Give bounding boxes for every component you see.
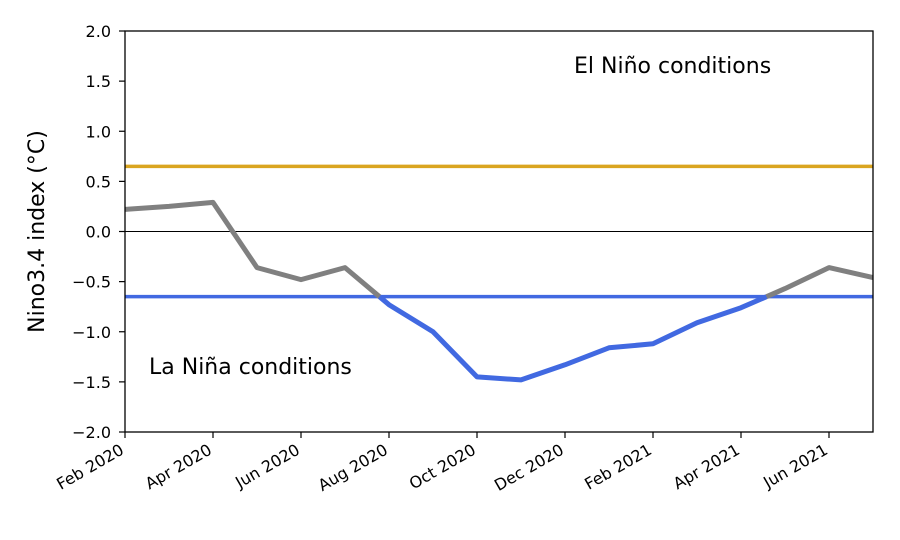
y-tick-label-0: −2.0 <box>72 423 111 442</box>
y-axis-ticks: −2.0 −1.5 −1.0 −0.5 0.0 0.5 1.0 1.5 2.0 <box>72 22 125 442</box>
series-line-segment-1 <box>377 294 768 383</box>
y-tick-label-5: 0.5 <box>86 172 111 191</box>
annotations: El Niño conditions La Niña conditions <box>149 54 771 380</box>
plot-area <box>125 164 873 383</box>
y-tick-label-7: 1.5 <box>86 72 111 91</box>
y-tick-label-4: 0.0 <box>86 223 111 242</box>
la-nina-annotation: La Niña conditions <box>149 355 352 380</box>
y-tick-label-3: −0.5 <box>72 273 111 292</box>
plot-frame <box>124 30 874 433</box>
el-nino-annotation: El Niño conditions <box>574 54 771 79</box>
y-axis-label: Nino3.4 index (°C) <box>25 130 50 333</box>
series-line-segment-2 <box>765 265 873 299</box>
series-line-segment-0 <box>125 199 382 299</box>
y-tick-label-1: −1.5 <box>72 373 111 392</box>
y-tick-label-8: 2.0 <box>86 22 111 41</box>
y-tick-label-2: −1.0 <box>72 323 111 342</box>
y-tick-label-6: 1.0 <box>86 122 111 141</box>
